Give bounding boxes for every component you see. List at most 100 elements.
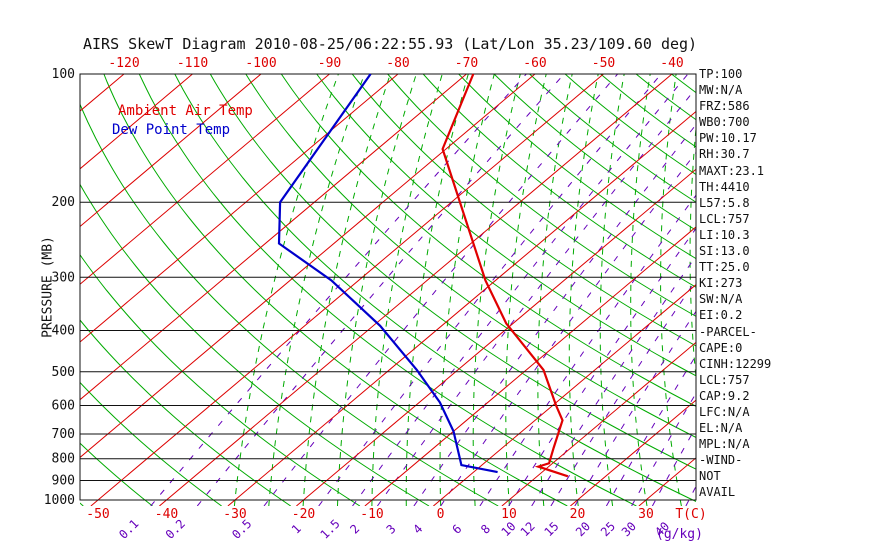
- stat-line: LCL:757: [699, 211, 750, 226]
- stat-line: L57:5.8: [699, 195, 750, 210]
- moist-adiabat-line: [233, 74, 339, 506]
- stat-line: MPL:N/A: [699, 437, 750, 452]
- pressure-tick: 200: [52, 195, 75, 210]
- stat-line: RH:30.7: [699, 147, 750, 162]
- stat-line: CAP:9.2: [699, 388, 750, 403]
- dry-adiabat-line: [529, 74, 696, 203]
- mixing-ratio-tick: 4: [410, 522, 425, 537]
- mixing-ratio-tick: 10: [499, 519, 519, 539]
- mixing-ratio-line: [413, 123, 696, 506]
- stat-line: MAXT:23.1: [699, 163, 765, 178]
- stats-panel: TP:100 MW:N/A FRZ:586 WB0:700 PW:10.17 RH:30.…: [699, 66, 771, 501]
- chart-title: AIRS SkewT Diagram 2010-08-25/06:22:55.9…: [83, 35, 698, 53]
- moist-adiabat-line: [439, 74, 495, 506]
- isotherm-line: [159, 74, 673, 506]
- mixing-ratio-line: [531, 255, 696, 506]
- mixing-ratio-tick: 6: [449, 522, 464, 537]
- isotherm-line: [80, 74, 536, 459]
- dry-adiabat-line: [80, 381, 222, 506]
- stat-line: SW:N/A: [699, 292, 743, 307]
- bottom-temp-tick: 30: [638, 507, 654, 522]
- stat-line: LI:10.3: [699, 227, 750, 242]
- stat-line: WB0:700: [699, 115, 750, 130]
- bottom-temp-tick: -30: [223, 507, 246, 522]
- pressure-tick: 600: [52, 399, 75, 414]
- isotherm-line: [80, 74, 262, 228]
- pressure-tick: 400: [52, 324, 75, 339]
- stat-line: TT:25.0: [699, 260, 750, 275]
- isotherm-line: [80, 74, 399, 343]
- stat-line: AVAIL: [699, 485, 736, 500]
- stat-line: FRZ:586: [699, 99, 750, 114]
- stat-line: EL:N/A: [699, 421, 743, 436]
- pressure-axis-title: PRESSURE (MB): [40, 236, 56, 338]
- stat-line: -PARCEL-: [699, 324, 757, 339]
- mixing-ratio-line: [508, 227, 696, 506]
- stat-line: LFC:N/A: [699, 404, 750, 419]
- mixing-ratio-tick: 3: [384, 522, 399, 537]
- mixing-ratio-tick: 8: [478, 522, 493, 537]
- bottom-temp-tick: -50: [86, 507, 109, 522]
- mixing-ratio-line: [263, 74, 618, 506]
- temperature-trace: [441, 73, 569, 478]
- plot-border: [79, 73, 697, 501]
- mixing-ratio-tick: 15: [542, 519, 562, 539]
- pressure-tick: 300: [52, 270, 75, 285]
- mixing-ratio-unit-label: (g/kg): [656, 527, 703, 542]
- dry-adiabat-line: [493, 74, 696, 231]
- dry-adiabat-line: [422, 74, 696, 288]
- dry-adiabat-line: [387, 74, 696, 317]
- stat-line: LCL:757: [699, 372, 750, 387]
- bottom-temp-tick: -10: [360, 507, 383, 522]
- top-temp-tick: -60: [523, 56, 546, 71]
- moist-adiabat-line: [568, 74, 599, 506]
- frame-layer: [79, 73, 697, 501]
- top-temp-tick: -80: [386, 56, 409, 71]
- isotherm-line: [80, 74, 330, 285]
- bottom-temp-tick: -40: [155, 507, 178, 522]
- pressure-tick: 800: [52, 452, 75, 467]
- pressure-tick: 900: [52, 474, 75, 489]
- stat-line: MW:N/A: [699, 83, 743, 98]
- isotherm-line: [80, 74, 467, 401]
- stat-line: TP:100: [699, 67, 743, 81]
- dry-adiabat-line: [80, 102, 499, 506]
- mixing-ratio-line: [376, 87, 696, 506]
- stat-line: NOT: [699, 469, 721, 484]
- top-temp-tick: -90: [318, 56, 341, 71]
- mixing-ratio-tick: 1.5: [317, 517, 342, 542]
- isotherm-line: [90, 74, 604, 506]
- bottom-temp-tick: 20: [570, 507, 586, 522]
- dry-adiabat-line: [458, 74, 696, 260]
- mixing-ratio-tick: 20: [573, 519, 593, 539]
- pressure-tick: 100: [52, 67, 75, 82]
- stat-line: KI:273: [699, 276, 743, 291]
- dry-adiabat-line: [103, 74, 568, 506]
- stat-line: CAPE:0: [699, 340, 743, 355]
- top-temp-tick: -50: [592, 56, 615, 71]
- stat-line: -WIND-: [699, 453, 743, 468]
- mixing-ratio-tick: 0.1: [116, 517, 141, 542]
- dry-adiabat-line: [280, 74, 696, 407]
- stat-line: CINH:12299: [699, 356, 772, 371]
- moist-adiabat-line: [472, 74, 521, 506]
- isotherm-line: [80, 74, 193, 170]
- top-temp-tick: -120: [108, 56, 139, 71]
- dewpoint-trace: [277, 73, 498, 474]
- dry-adiabat-line: [351, 74, 696, 347]
- pressure-tick: 500: [52, 365, 75, 380]
- mixing-ratio-tick: 12: [518, 519, 538, 539]
- legend-dew-point-temp: Dew Point Temp: [112, 122, 231, 138]
- pressure-tick: 700: [52, 427, 75, 442]
- top-temp-tick: -100: [245, 56, 276, 71]
- moist-adiabat-line: [689, 123, 696, 383]
- bottom-temp-tick: 10: [501, 507, 517, 522]
- mixing-ratio-line: [352, 74, 689, 506]
- isotherm-line: [501, 341, 696, 506]
- stat-line: PW:10.17: [699, 131, 757, 146]
- legend-ambient-air-temp: Ambient Air Temp: [118, 103, 253, 119]
- bottom-temp-tick: -20: [292, 507, 315, 522]
- mixing-ratio-tick: 30: [619, 519, 639, 539]
